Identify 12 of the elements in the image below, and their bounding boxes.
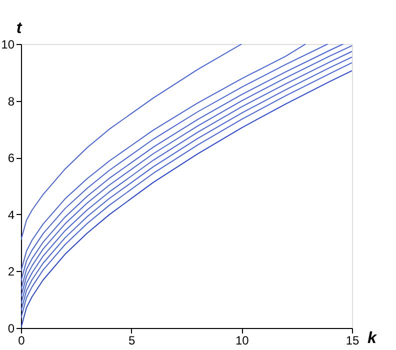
x-tick-label: 0 xyxy=(18,334,26,348)
y-tick-label: 8 xyxy=(8,94,15,108)
x-tick-label: 5 xyxy=(128,334,136,348)
y-axis-title: t xyxy=(16,20,22,37)
y-tick-label: 2 xyxy=(8,264,15,279)
x-axis-title: k xyxy=(368,330,378,347)
y-tick-label: 6 xyxy=(8,151,15,166)
x-tick-label: 10 xyxy=(235,334,250,348)
y-tick-label: 0 xyxy=(8,322,15,336)
y-tick-label: 10 xyxy=(1,38,15,52)
x-tick-label: 15 xyxy=(346,334,360,348)
y-tick-label: 4 xyxy=(8,208,15,222)
